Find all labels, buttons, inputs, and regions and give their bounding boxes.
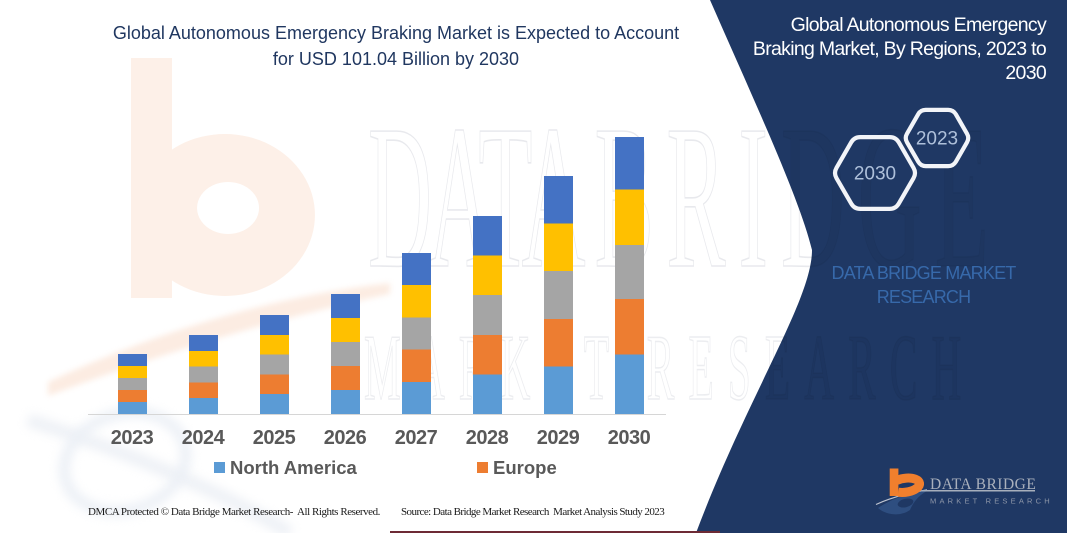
- svg-text:DATA BRIDGE: DATA BRIDGE: [930, 476, 1036, 493]
- svg-text:MARKET RESEARCH: MARKET RESEARCH: [930, 497, 1050, 506]
- svg-text:2023: 2023: [916, 129, 958, 150]
- svg-text:2030: 2030: [854, 164, 896, 185]
